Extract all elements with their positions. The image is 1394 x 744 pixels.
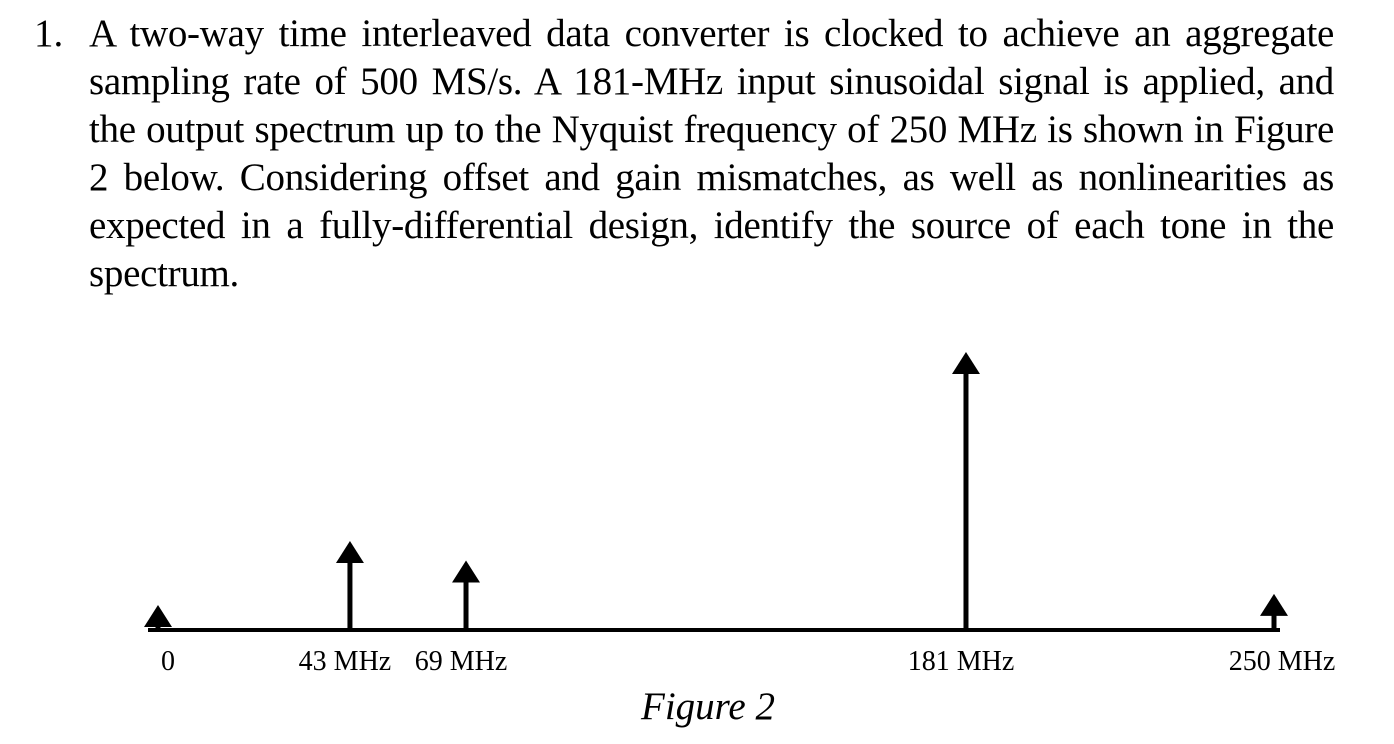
figure-caption: Figure 2: [641, 685, 775, 728]
problem-number: 1.: [34, 12, 64, 55]
tone-arrow-0mhz: [144, 604, 172, 630]
tick-label-0mhz: 0: [161, 646, 175, 677]
tone-arrowhead: [951, 352, 980, 374]
problem-text: A two-way time interleaved data converte…: [89, 12, 1334, 295]
tick-label-181mhz: 181 MHz: [908, 646, 1015, 677]
tones-layer: [144, 352, 1288, 630]
tick-label-69mhz: 69 MHz: [415, 646, 508, 677]
tone-arrow-69mhz: [452, 560, 481, 630]
tone-arrow-250mhz: [1260, 593, 1288, 630]
tone-arrowhead: [144, 604, 172, 627]
problem-statement: 1. A two-way time interleaved data conve…: [34, 10, 1334, 298]
tick-labels-layer: 0 43 MHz 69 MHz 181 MHz 250 MHz: [161, 646, 1335, 677]
tone-arrowhead: [452, 560, 481, 583]
tone-arrow-181mhz: [951, 352, 980, 630]
tone-arrow-43mhz: [335, 541, 364, 630]
tone-arrowhead: [335, 541, 364, 564]
tick-label-250mhz: 250 MHz: [1229, 646, 1336, 677]
tick-label-43mhz: 43 MHz: [299, 646, 392, 677]
tone-arrowhead: [1260, 593, 1288, 616]
